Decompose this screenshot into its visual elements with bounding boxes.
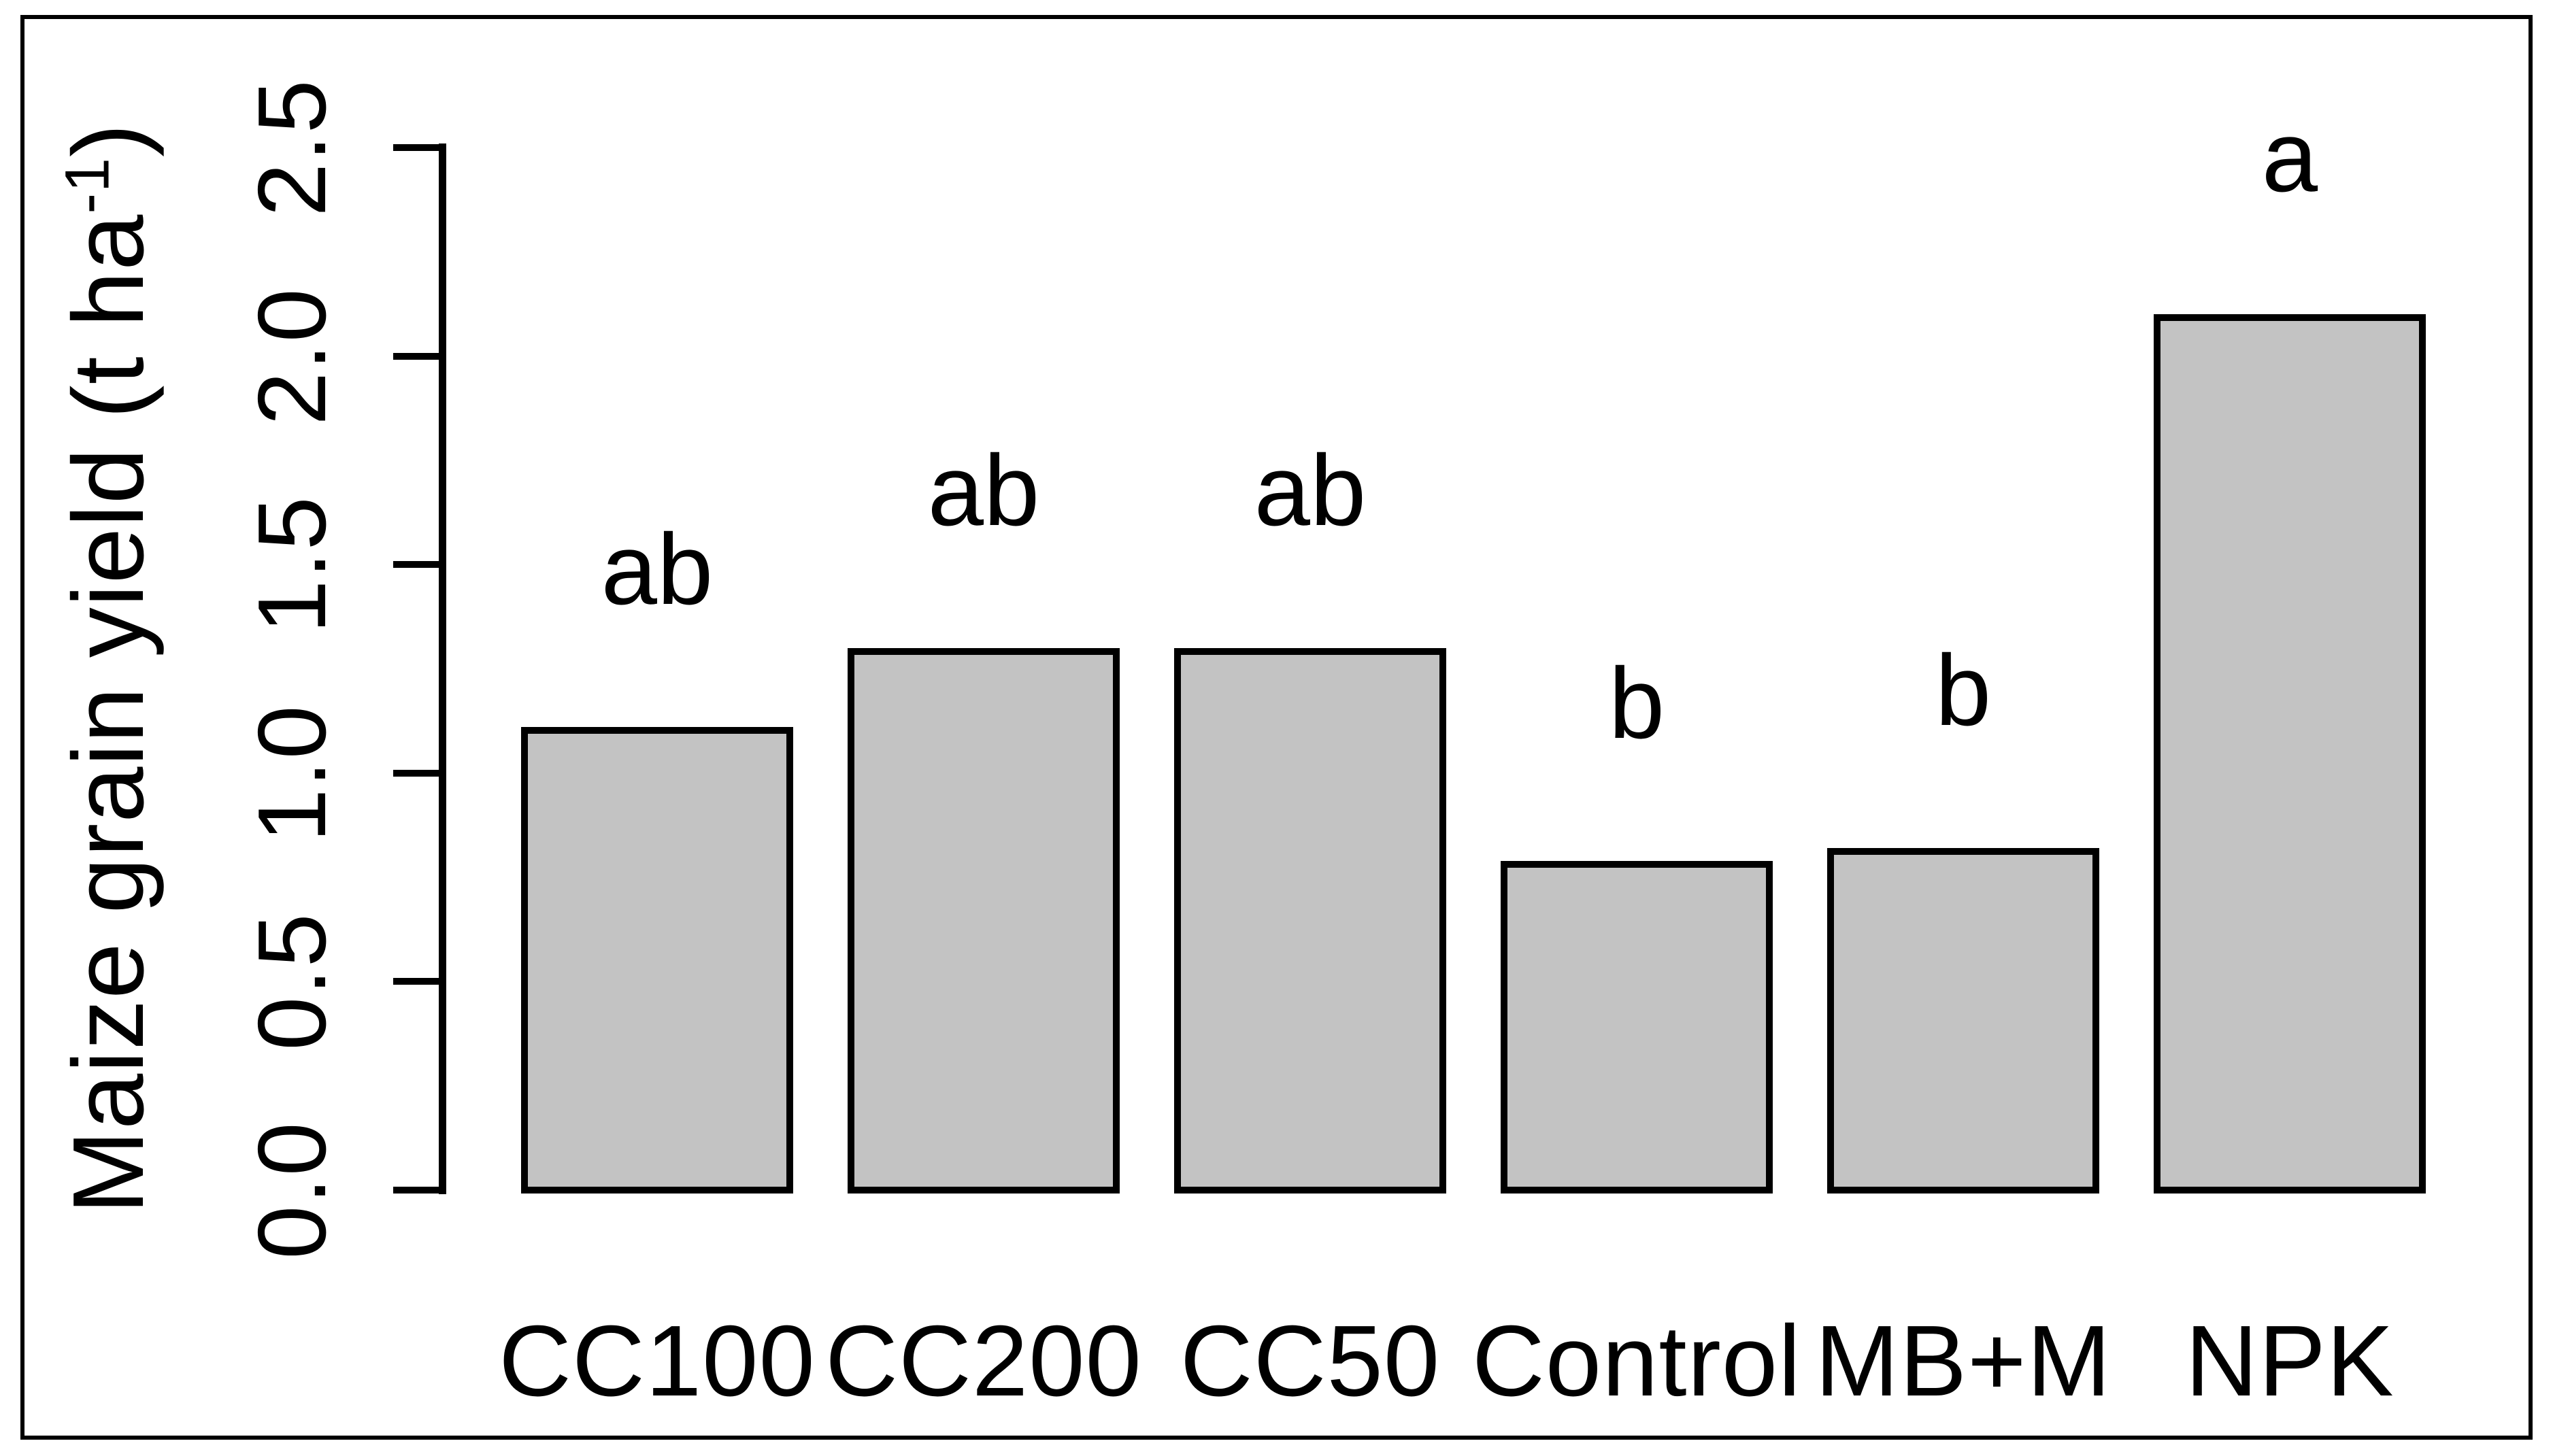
y-axis-title-close-paren: ) (52, 122, 165, 157)
y-axis-title-superscript: -1 (52, 156, 122, 214)
sig-letter-NPK: a (2261, 101, 2318, 214)
sig-letter-CC50: ab (1254, 434, 1367, 547)
sig-letter-Control: b (1608, 647, 1665, 760)
bar-NPK (2154, 314, 2426, 1193)
y-tick-label: 2.0 (238, 286, 346, 426)
bar-MB+M (1827, 848, 2099, 1193)
sig-letter-MB+M: b (1935, 634, 1992, 747)
bar-CC200 (848, 647, 1120, 1193)
figure-border (20, 15, 2533, 1440)
x-category-label-Control: Control (1471, 1305, 1802, 1417)
y-tick-mark (393, 352, 439, 360)
bar-Control (1501, 860, 1773, 1193)
x-category-label-CC100: CC100 (499, 1305, 816, 1417)
y-axis-line (438, 143, 446, 1194)
y-tick-label: 0.5 (238, 912, 346, 1051)
sig-letter-CC200: ab (927, 434, 1040, 547)
x-category-label-MB+M: MB+M (1815, 1305, 2112, 1417)
y-tick-label: 1.0 (238, 704, 346, 843)
sig-letter-CC100: ab (601, 513, 714, 626)
x-category-label-NPK: NPK (2185, 1305, 2395, 1417)
y-tick-mark (393, 769, 439, 777)
y-tick-mark (393, 144, 439, 151)
x-category-label-CC50: CC50 (1180, 1305, 1441, 1417)
y-axis-title-text: Maize grain yield (t ha (52, 214, 165, 1215)
y-tick-label: 2.5 (238, 78, 346, 217)
y-tick-label: 1.5 (238, 495, 346, 634)
y-tick-mark (393, 561, 439, 569)
y-tick-mark (393, 1187, 439, 1193)
x-category-label-CC200: CC200 (825, 1305, 1142, 1417)
y-axis-title: Maize grain yield (t ha-1) (51, 123, 167, 1215)
bar-CC100 (521, 727, 793, 1193)
y-tick-mark (393, 978, 439, 985)
y-tick-label: 0.0 (238, 1121, 346, 1259)
bar-CC50 (1174, 647, 1446, 1193)
